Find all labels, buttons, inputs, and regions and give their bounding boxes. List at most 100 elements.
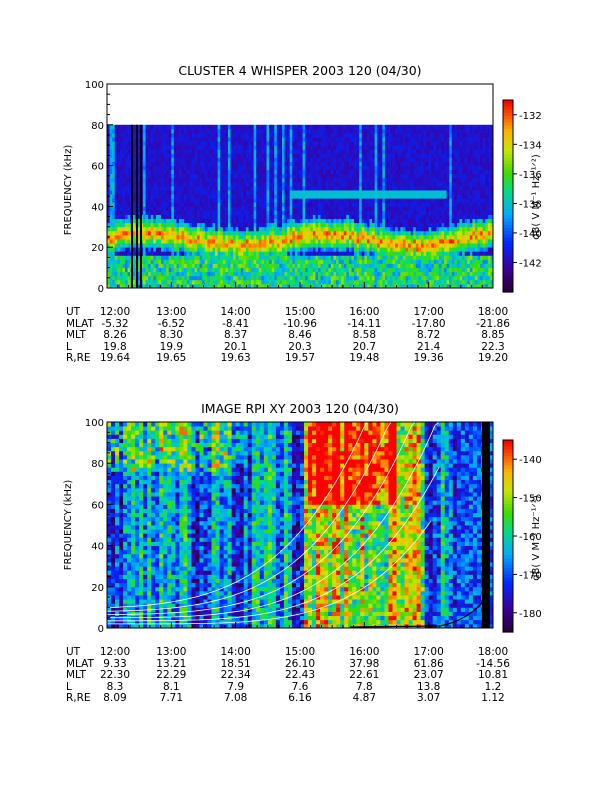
whisper-cell [184,218,188,224]
whisper-cell [307,271,311,277]
whisper-cell [379,255,383,260]
whisper-cell [186,161,190,166]
whisper-cell [395,169,399,175]
whisper-y-axis-label: FREQUENCY (kHz) [63,145,74,236]
whisper-cell [209,218,213,224]
whisper-cell [243,202,247,207]
whisper-cell [256,181,260,187]
whisper-cell [384,124,388,130]
whisper-cell [248,149,252,154]
whisper-cell [215,153,219,158]
whisper-cell [423,198,427,203]
whisper-cell [281,226,285,232]
whisper-cell [276,177,280,183]
whisper-cell [397,169,401,175]
whisper-cell [161,132,165,138]
whisper-cell [395,128,399,134]
whisper-cell [354,177,358,183]
whisper-cell [318,157,321,162]
whisper-cell [127,279,131,285]
whisper-cell [176,132,180,138]
whisper-cell [145,255,149,260]
whisper-cell [297,145,301,150]
whisper-cell [269,222,273,228]
whisper-cell [372,128,376,134]
whisper-cell [318,214,321,220]
whisper-cell [292,181,296,187]
whisper-cell [423,267,427,273]
whisper-cell [379,222,383,228]
whisper-cell [364,210,368,215]
whisper-cell [217,251,221,256]
whisper-cell [320,153,324,158]
whisper-cell [153,267,157,273]
whisper-cell [197,145,201,150]
whisper-cell [351,239,355,244]
whisper-cell [191,271,195,277]
whisper-cell [217,222,221,228]
whisper-cell [281,251,285,256]
whisper-cell [338,214,342,220]
whisper-cell [153,243,157,248]
whisper-cell [315,177,319,183]
whisper-cell [343,214,347,220]
whisper-cell [384,222,388,228]
whisper-cell [408,206,412,211]
whisper-cell [384,137,388,142]
whisper-cell [395,226,399,232]
whisper-cell [413,141,417,146]
whisper-cell [312,251,316,256]
whisper-cell [359,263,363,268]
whisper-cell [186,186,190,191]
whisper-cell [238,279,242,285]
whisper-cell [420,226,424,232]
whisper-cell [114,161,118,166]
whisper-cell [161,173,165,179]
whisper-cell [413,259,417,264]
whisper-cell [397,283,401,289]
whisper-cell [212,128,216,134]
whisper-cell [194,202,198,207]
whisper-cell [405,190,409,195]
whisper-cell [137,226,141,232]
whisper-cell [127,243,131,248]
whisper-cell [194,218,198,224]
whisper-cell [168,194,172,199]
whisper-cell [392,234,396,240]
whisper-cell [179,247,183,252]
whisper-cell [343,259,347,264]
whisper-cell [127,255,131,260]
whisper-cell [186,218,190,224]
whisper-cell [107,165,110,171]
whisper-cell [271,186,275,191]
whisper-cell [307,161,311,166]
whisper-cell [125,283,128,289]
whisper-cell [163,243,167,248]
whisper-cell [181,279,185,285]
whisper-cell [369,275,373,281]
whisper-cell [287,173,291,179]
whisper-cell [315,243,319,248]
whisper-cell [320,275,324,281]
whisper-cell [209,275,213,281]
whisper-cell [377,194,381,199]
whisper-cell [387,124,391,130]
whisper-cell [212,165,216,171]
whisper-cell [281,239,285,244]
whisper-cell [235,263,239,268]
whisper-cell [420,161,424,166]
whisper-cell [284,247,288,252]
whisper-cell [253,267,257,273]
whisper-cell [318,194,321,199]
whisper-cell [148,234,152,240]
whisper-cell [287,165,291,171]
whisper-cell [384,141,388,146]
whisper-cell [155,271,159,277]
whisper-cell [112,255,116,260]
whisper-cell [209,283,213,289]
whisper-cell [423,247,427,252]
whisper-cell [366,132,370,138]
whisper-cell [390,222,394,228]
whisper-cell [263,169,267,175]
whisper-cell [266,169,270,175]
